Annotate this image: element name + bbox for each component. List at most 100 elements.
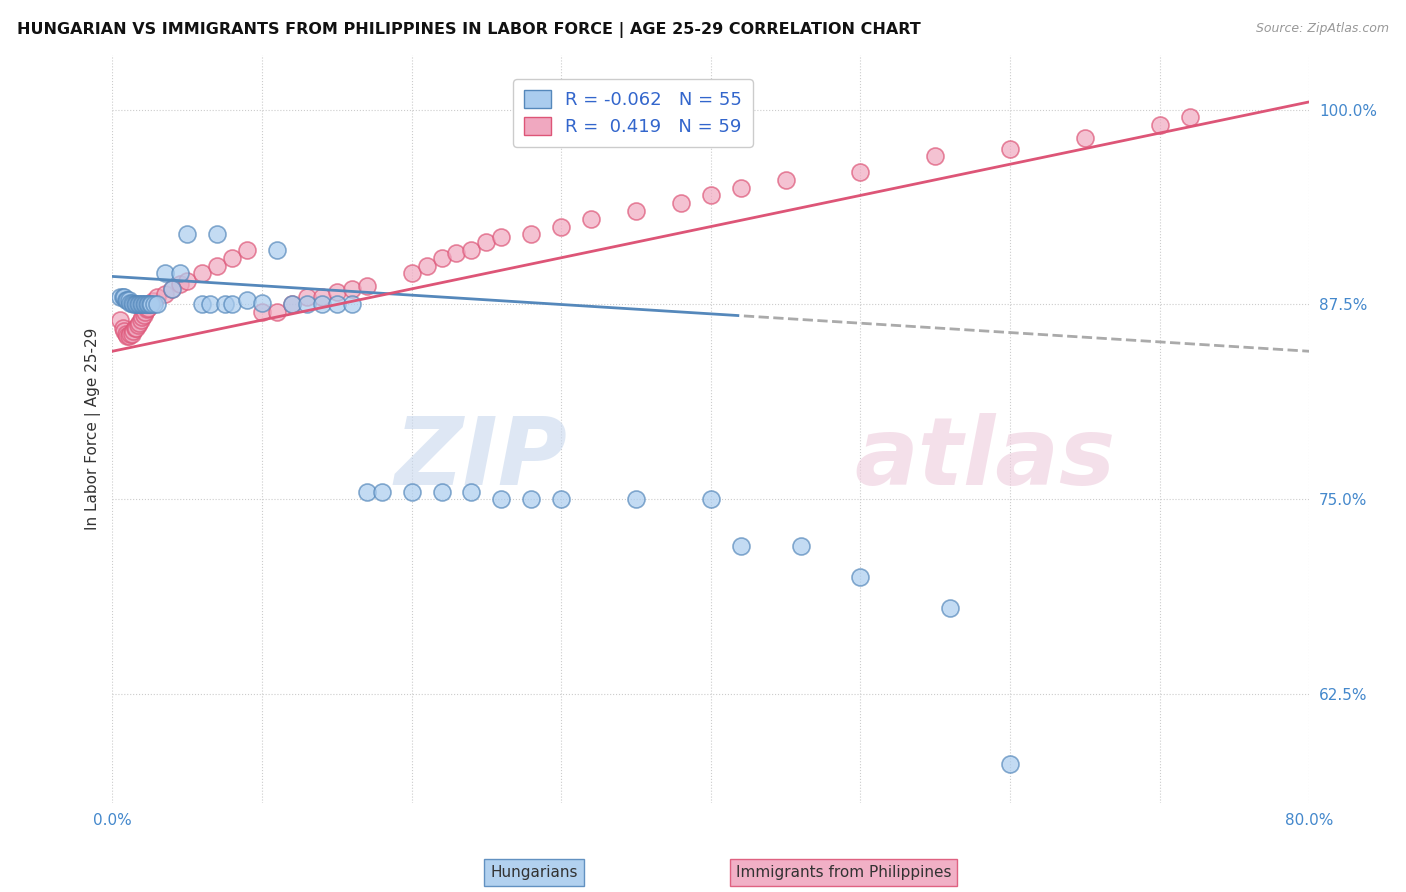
Point [125,297,148,311]
Text: HUNGARIAN VS IMMIGRANTS FROM PHILIPPINES IN LABOR FORCE | AGE 25-29 CORRELATION : HUNGARIAN VS IMMIGRANTS FROM PHILIPPINES… [17,22,921,38]
Point [153,266,176,280]
Point [730,180,752,194]
Point [129,313,152,327]
Point [1178,111,1201,125]
Point [236,243,259,257]
Point [700,492,723,507]
Point [250,296,273,310]
Point [143,297,166,311]
Point [281,297,304,311]
Point [415,259,437,273]
Point [142,294,165,309]
Text: Source: ZipAtlas.com: Source: ZipAtlas.com [1256,22,1389,36]
Point [162,282,184,296]
Point [700,188,723,202]
Point [340,282,363,296]
Point [191,266,214,280]
Point [120,327,142,342]
Point [430,484,453,499]
Point [122,297,145,311]
Point [579,211,602,226]
Point [169,277,191,292]
Legend: R = -0.062   N = 55, R =  0.419   N = 59: R = -0.062 N = 55, R = 0.419 N = 59 [513,79,754,146]
Point [266,243,288,257]
Point [550,219,572,234]
Point [295,290,318,304]
Point [311,290,333,304]
Point [112,324,135,338]
Point [266,305,288,319]
Point [475,235,498,249]
Point [939,601,962,615]
Point [520,227,543,242]
Point [624,492,647,507]
Point [491,230,513,244]
Text: ZIP: ZIP [394,413,567,505]
Point [356,278,378,293]
Text: Hungarians: Hungarians [491,865,578,880]
Point [134,305,156,319]
Point [205,259,228,273]
Point [1149,118,1171,132]
Point [115,327,138,342]
Point [128,316,150,330]
Point [221,297,243,311]
Point [112,290,135,304]
Point [924,149,946,163]
Point [326,297,349,311]
Point [127,318,149,332]
Point [118,293,141,307]
Point [1074,130,1097,145]
Point [998,757,1021,772]
Point [198,297,221,311]
Point [295,297,318,311]
Point [111,321,134,335]
Point [624,204,647,219]
Text: atlas: atlas [855,413,1116,505]
Point [340,297,363,311]
Point [139,297,162,311]
Text: Immigrants from Philippines: Immigrants from Philippines [735,865,952,880]
Point [998,142,1021,156]
Point [120,296,142,310]
Point [162,282,184,296]
Point [125,321,148,335]
Point [849,165,872,179]
Point [169,266,191,280]
Y-axis label: In Labor Force | Age 25-29: In Labor Force | Age 25-29 [86,328,101,531]
Point [460,243,482,257]
Point [491,492,513,507]
Point [117,293,139,307]
Point [205,227,228,242]
Point [121,327,143,342]
Point [370,484,392,499]
Point [460,484,482,499]
Point [550,492,572,507]
Point [127,297,149,311]
Point [131,310,153,324]
Point [191,297,214,311]
Point [136,301,159,315]
Point [117,328,139,343]
Point [221,251,243,265]
Point [135,297,157,311]
Point [122,324,145,338]
Point [176,274,198,288]
Point [669,196,692,211]
Point [124,321,146,335]
Point [401,266,423,280]
Point [214,297,236,311]
Point [236,293,259,307]
Point [250,305,273,319]
Point [121,296,143,310]
Point [326,285,349,299]
Point [146,290,169,304]
Point [281,297,304,311]
Point [730,539,752,553]
Point [108,313,131,327]
Point [176,227,198,242]
Point [124,297,146,311]
Point [141,297,163,311]
Point [108,290,131,304]
Point [111,290,134,304]
